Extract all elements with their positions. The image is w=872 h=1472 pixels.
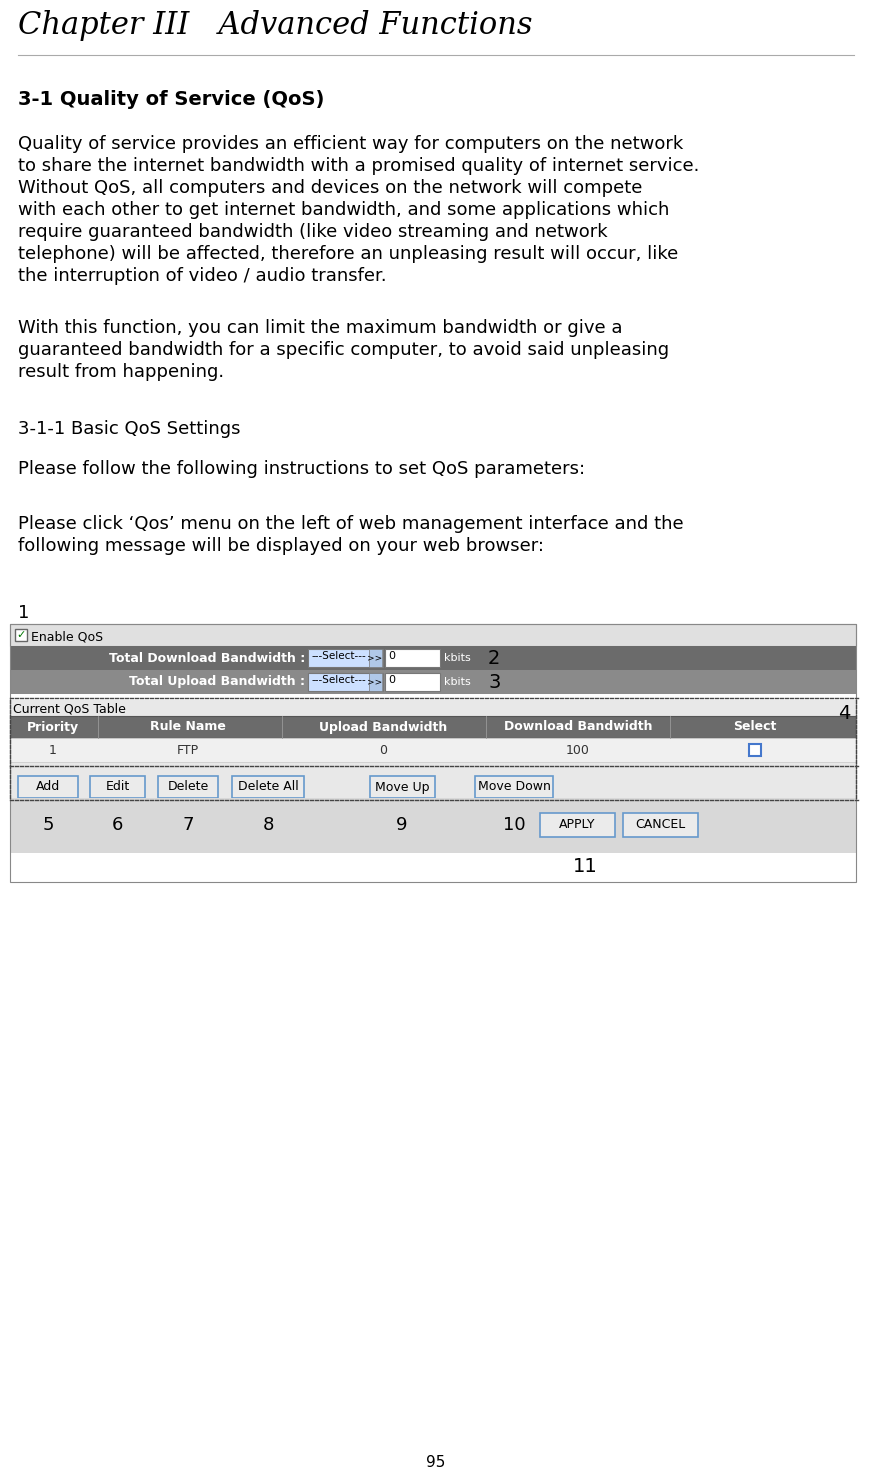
Text: Total Upload Bandwidth :: Total Upload Bandwidth :: [129, 676, 305, 689]
Bar: [10, 701, 856, 799]
Text: With this function, you can limit the maximum bandwidth or give a: With this function, you can limit the ma…: [18, 319, 623, 337]
Text: 0: 0: [388, 676, 395, 684]
Bar: [10, 646, 856, 670]
Text: Enable QoS: Enable QoS: [31, 630, 103, 643]
Text: 5: 5: [42, 815, 54, 835]
Text: >>: >>: [367, 677, 383, 686]
Text: the interruption of video / audio transfer.: the interruption of video / audio transf…: [18, 266, 386, 286]
Text: Move Down: Move Down: [478, 780, 550, 793]
Text: kbits: kbits: [444, 654, 471, 662]
Text: result from happening.: result from happening.: [18, 364, 224, 381]
Text: Move Up: Move Up: [375, 780, 430, 793]
Bar: [369, 649, 382, 667]
Bar: [10, 715, 856, 737]
Bar: [18, 776, 78, 798]
Text: Please click ‘Qos’ menu on the left of web management interface and the: Please click ‘Qos’ menu on the left of w…: [18, 515, 684, 533]
Bar: [540, 813, 615, 838]
Text: 3: 3: [488, 673, 501, 692]
Bar: [385, 649, 440, 667]
Text: 10: 10: [502, 815, 525, 835]
Text: 3-1-1 Basic QoS Settings: 3-1-1 Basic QoS Settings: [18, 420, 241, 439]
Text: Without QoS, all computers and devices on the network will compete: Without QoS, all computers and devices o…: [18, 180, 643, 197]
Bar: [232, 776, 304, 798]
Bar: [623, 813, 698, 838]
Text: 100: 100: [566, 743, 590, 757]
Bar: [10, 670, 856, 693]
Text: 7: 7: [182, 815, 194, 835]
Text: ---Select---: ---Select---: [311, 651, 365, 661]
Bar: [10, 624, 856, 882]
Bar: [90, 776, 145, 798]
Bar: [749, 743, 761, 757]
Bar: [10, 624, 856, 646]
Text: with each other to get internet bandwidth, and some applications which: with each other to get internet bandwidt…: [18, 202, 670, 219]
Text: require guaranteed bandwidth (like video streaming and network: require guaranteed bandwidth (like video…: [18, 222, 608, 241]
Bar: [10, 798, 856, 852]
Text: >>: >>: [367, 654, 383, 662]
Text: 4: 4: [838, 704, 850, 723]
Bar: [308, 673, 383, 690]
Bar: [385, 673, 440, 690]
Text: Select: Select: [733, 720, 777, 733]
Text: APPLY: APPLY: [559, 818, 596, 832]
Bar: [475, 776, 553, 798]
Text: 1: 1: [49, 743, 57, 757]
Text: ---Select---: ---Select---: [311, 676, 365, 684]
Bar: [10, 737, 856, 762]
Text: Quality of service provides an efficient way for computers on the network: Quality of service provides an efficient…: [18, 135, 684, 153]
Bar: [308, 649, 383, 667]
Text: 95: 95: [426, 1454, 446, 1471]
Bar: [369, 673, 382, 690]
Text: Edit: Edit: [106, 780, 130, 793]
Text: following message will be displayed on your web browser:: following message will be displayed on y…: [18, 537, 544, 555]
Text: Download Bandwidth: Download Bandwidth: [504, 720, 652, 733]
Bar: [370, 776, 435, 798]
Text: 6: 6: [112, 815, 123, 835]
Text: FTP: FTP: [177, 743, 199, 757]
Text: 2: 2: [488, 649, 501, 667]
Text: Please follow the following instructions to set QoS parameters:: Please follow the following instructions…: [18, 459, 585, 478]
Text: Current QoS Table: Current QoS Table: [13, 702, 126, 715]
Text: Delete: Delete: [167, 780, 208, 793]
Text: 8: 8: [262, 815, 274, 835]
Text: Total Download Bandwidth :: Total Download Bandwidth :: [109, 652, 305, 664]
Text: Upload Bandwidth: Upload Bandwidth: [319, 720, 447, 733]
Text: 3-1 Quality of Service (QoS): 3-1 Quality of Service (QoS): [18, 90, 324, 109]
Text: 0: 0: [388, 651, 395, 661]
Text: 0: 0: [379, 743, 387, 757]
Text: kbits: kbits: [444, 677, 471, 687]
Text: Delete All: Delete All: [238, 780, 298, 793]
Text: CANCEL: CANCEL: [636, 818, 685, 832]
Text: Priority: Priority: [27, 720, 79, 733]
Text: 11: 11: [573, 857, 598, 876]
Text: 1: 1: [18, 604, 30, 623]
Text: Add: Add: [36, 780, 60, 793]
Text: guaranteed bandwidth for a specific computer, to avoid said unpleasing: guaranteed bandwidth for a specific comp…: [18, 342, 669, 359]
Text: 9: 9: [396, 815, 408, 835]
Text: telephone) will be affected, therefore an unpleasing result will occur, like: telephone) will be affected, therefore a…: [18, 244, 678, 263]
Text: Chapter III   Advanced Functions: Chapter III Advanced Functions: [18, 10, 533, 41]
Text: to share the internet bandwidth with a promised quality of internet service.: to share the internet bandwidth with a p…: [18, 158, 699, 175]
Bar: [15, 629, 27, 640]
Text: Rule Name: Rule Name: [150, 720, 226, 733]
Bar: [158, 776, 218, 798]
Text: ✓: ✓: [16, 630, 25, 640]
